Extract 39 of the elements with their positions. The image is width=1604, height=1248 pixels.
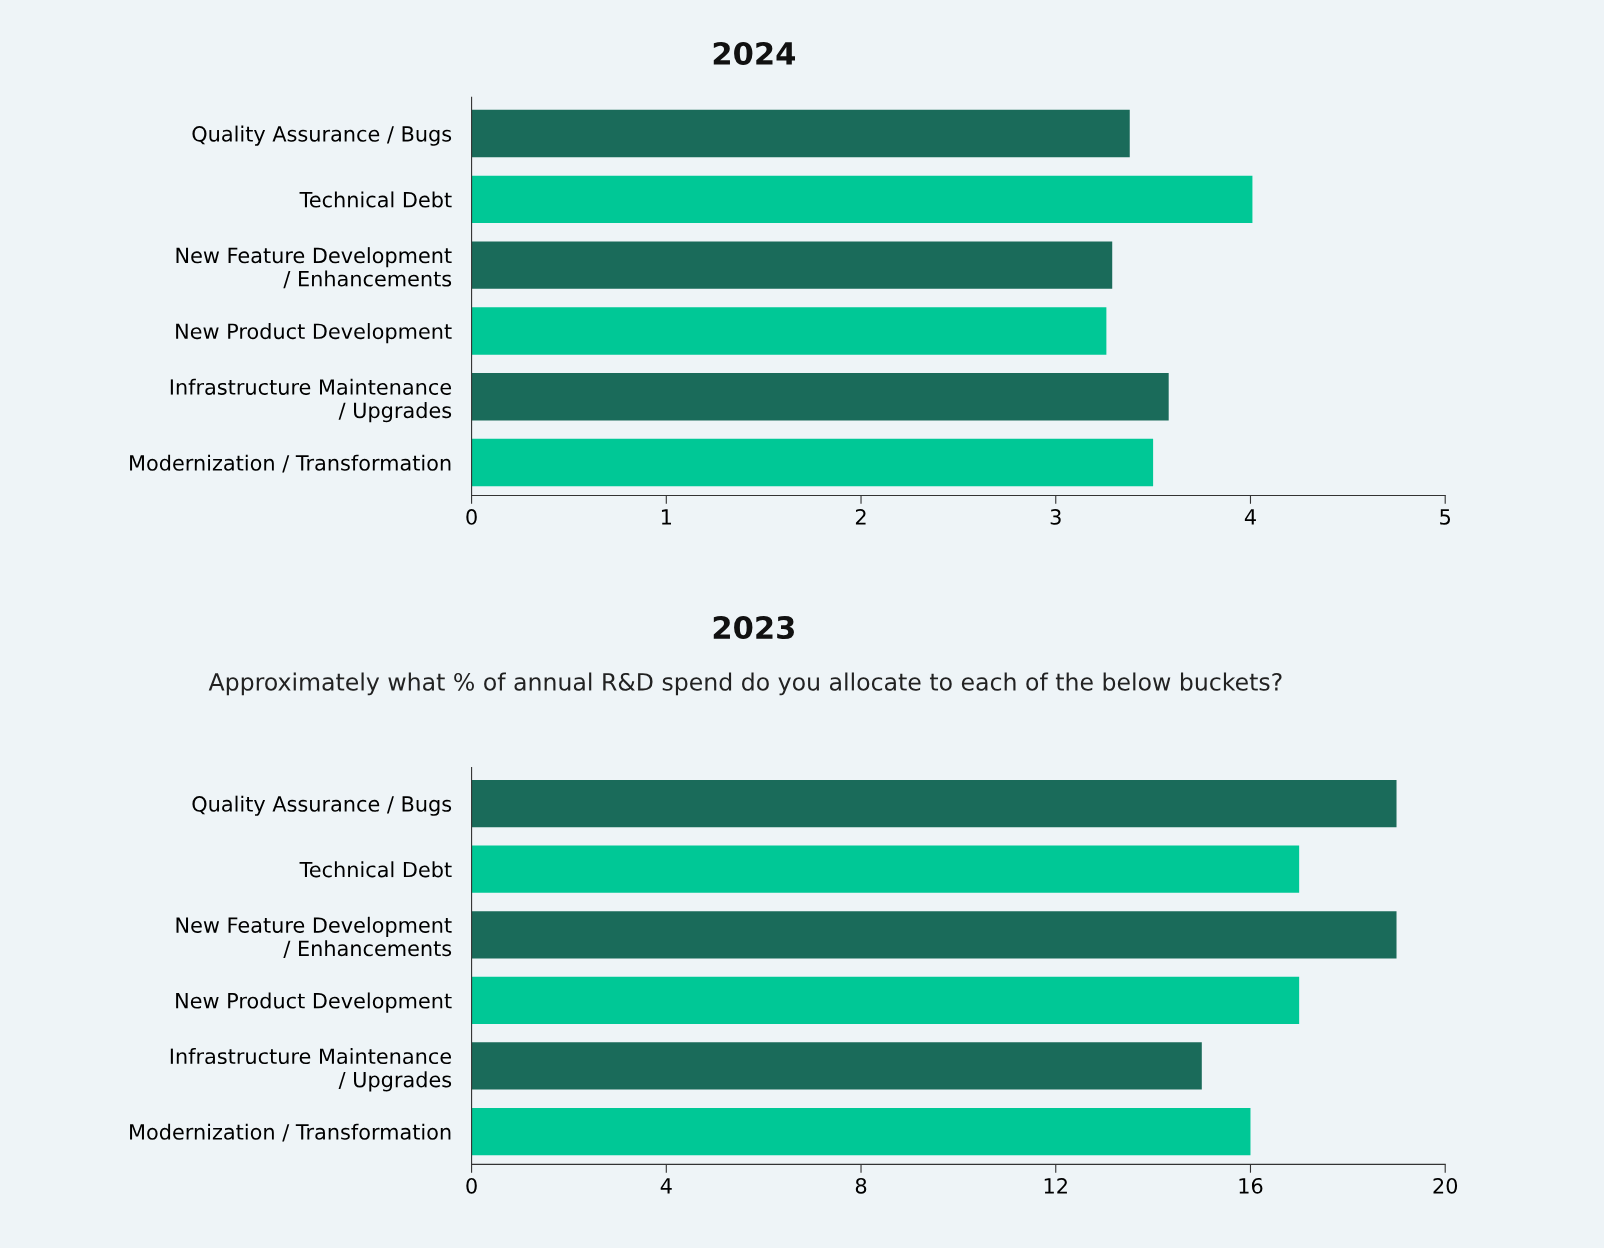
- bar: [471, 109, 1130, 158]
- x-tick-label: 8: [855, 1177, 867, 1194]
- chart-title: 2023: [713, 615, 794, 640]
- x-tick-label: 5: [1440, 509, 1451, 525]
- y-tick-label: Quality Assurance / Bugs: [192, 795, 452, 816]
- x-tick-label: 0: [466, 509, 477, 525]
- y-tick-label: New Feature Development / Enhancements: [176, 916, 452, 958]
- x-tick-label: 2: [855, 509, 866, 525]
- y-tick-label: New Feature Development / Enhancements: [176, 247, 452, 289]
- y-tick-label: New Product Development: [176, 992, 452, 1013]
- x-tick-label: 4: [660, 1178, 672, 1194]
- bar: [471, 845, 1300, 893]
- y-tick-label: Technical Debt: [299, 861, 452, 878]
- x-tick-label: 3: [1050, 509, 1061, 525]
- chart-title: 2024: [713, 41, 795, 66]
- bar: [471, 241, 1113, 289]
- bar: [471, 373, 1169, 421]
- y-tick-label: Infrastructure Maintenance / Upgrades: [170, 378, 452, 423]
- x-tick-label: 16: [1239, 1177, 1263, 1194]
- bar: [471, 307, 1107, 355]
- chart-subtitle: Approximately what % of annual R&D spend do you allocate to each of the below buckets?: [208, 672, 1282, 696]
- y-tick-label: Technical Debt: [299, 191, 452, 208]
- bar: [471, 976, 1300, 1025]
- x-tick-label: 12: [1044, 1177, 1067, 1194]
- bar: [471, 779, 1397, 828]
- bar: [471, 911, 1397, 959]
- x-tick-label: 4: [1244, 509, 1256, 525]
- bar: [471, 1107, 1251, 1156]
- x-tick-label: 0: [466, 1177, 477, 1194]
- y-tick-label: New Product Development: [176, 323, 452, 344]
- x-tick-label: 1: [661, 509, 672, 525]
- y-tick-label: Infrastructure Maintenance / Upgrades: [170, 1047, 452, 1092]
- y-tick-label: Quality Assurance / Bugs: [192, 125, 452, 146]
- bar: [471, 1042, 1202, 1090]
- y-tick-label: Modernization / Transformation: [130, 1123, 451, 1142]
- bar: [471, 438, 1154, 487]
- y-tick-label: Modernization / Transformation: [130, 454, 451, 473]
- bar: [471, 175, 1253, 224]
- x-tick-label: 20: [1433, 1177, 1458, 1194]
